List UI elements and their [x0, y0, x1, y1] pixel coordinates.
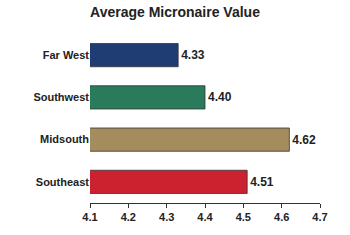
svg-text:Far West: Far West [43, 49, 90, 61]
svg-text:4.4: 4.4 [197, 211, 213, 223]
svg-text:4.40: 4.40 [208, 90, 232, 104]
svg-text:Southwest: Southwest [33, 91, 89, 103]
svg-text:4.3: 4.3 [159, 211, 174, 223]
svg-text:4.62: 4.62 [292, 133, 316, 147]
svg-text:4.1: 4.1 [82, 211, 97, 223]
svg-text:4.33: 4.33 [181, 48, 205, 62]
svg-text:4.2: 4.2 [121, 211, 136, 223]
svg-text:Average Micronaire Value: Average Micronaire Value [90, 4, 260, 20]
svg-text:Midsouth: Midsouth [40, 133, 89, 145]
svg-text:4.7: 4.7 [312, 211, 327, 223]
svg-text:4.5: 4.5 [236, 211, 251, 223]
svg-text:4.51: 4.51 [250, 175, 274, 189]
svg-text:4.6: 4.6 [274, 211, 289, 223]
svg-text:Southeast: Southeast [36, 176, 90, 188]
